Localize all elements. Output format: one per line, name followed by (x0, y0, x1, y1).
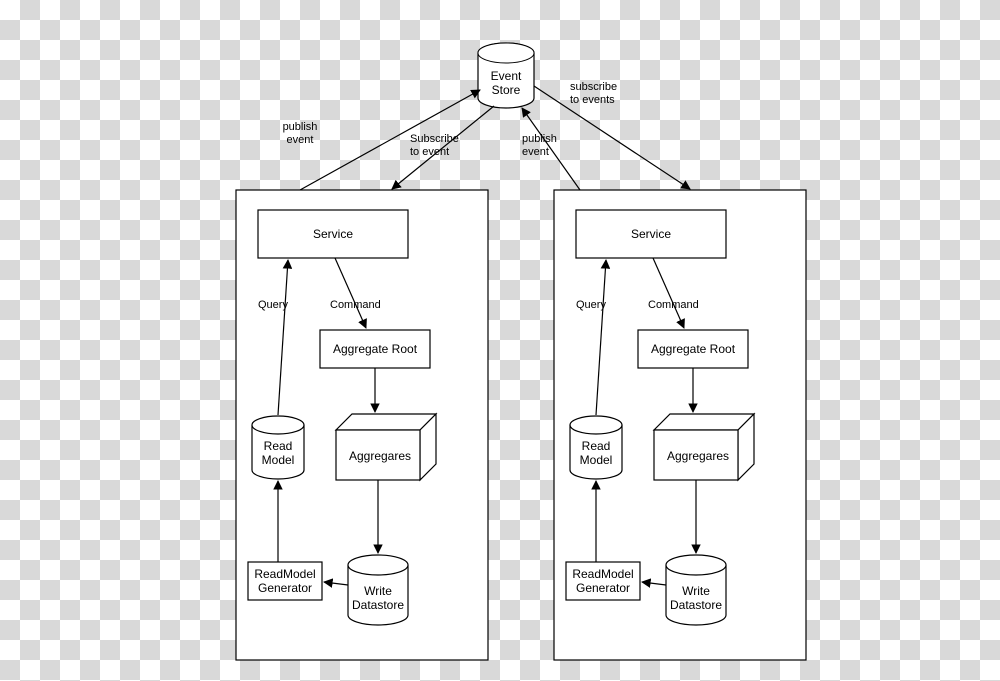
query-label-right: Query (576, 299, 606, 311)
read-model-cyl-left: Read Model (252, 416, 304, 479)
read-model-label2-left: Model (262, 453, 295, 467)
command-label-right: Command (648, 299, 699, 311)
write-ds-label1-left: Write (364, 584, 392, 598)
write-ds-label1-right: Write (682, 584, 710, 598)
service-label-right: Service (631, 227, 671, 241)
aggregate-root-label-left: Aggregate Root (333, 342, 418, 356)
readmodel-gen-label1-left: ReadModel (254, 567, 315, 581)
command-label-left: Command (330, 299, 381, 311)
write-ds-cyl-right: Write Datastore (666, 555, 726, 625)
event-store-label-1: Event (491, 69, 522, 83)
aggregate-root-label-right: Aggregate Root (651, 342, 736, 356)
write-ds-label2-left: Datastore (352, 598, 404, 612)
aggregates-label-right: Aggregares (667, 449, 729, 463)
read-model-cyl-right: Read Model (570, 416, 622, 479)
edge-right-subscribe-label-1: subscribe (570, 81, 617, 93)
event-store-node: Event Store (478, 43, 534, 108)
edge-left-subscribe-label-2: to event (410, 146, 449, 158)
edge-left-subscribe-label-1: Subscribe (410, 133, 459, 145)
edge-right-publish-label-2: event (522, 146, 549, 158)
aggregates-label-left: Aggregares (349, 449, 411, 463)
edge-left-publish-label-2: event (287, 134, 314, 146)
readmodel-gen-label2-right: Generator (576, 581, 630, 595)
write-ds-label2-right: Datastore (670, 598, 722, 612)
edge-right-publish-label-1: publish (522, 133, 557, 145)
service-label-left: Service (313, 227, 353, 241)
aggregates-cuboid-left: Aggregares (336, 414, 436, 480)
read-model-label1-right: Read (582, 439, 611, 453)
write-ds-cyl-left: Write Datastore (348, 555, 408, 625)
diagram-svg: Event Store publish event Subscribe to e… (0, 0, 1000, 681)
readmodel-gen-label1-right: ReadModel (572, 567, 633, 581)
edge-right-subscribe-label-2: to events (570, 94, 615, 106)
read-model-label2-right: Model (580, 453, 613, 467)
event-store-label-2: Store (492, 83, 521, 97)
read-model-label1-left: Read (264, 439, 293, 453)
query-label-left: Query (258, 299, 288, 311)
aggregates-cuboid-right: Aggregares (654, 414, 754, 480)
edge-left-publish-label-1: publish (283, 121, 318, 133)
readmodel-gen-label2-left: Generator (258, 581, 312, 595)
